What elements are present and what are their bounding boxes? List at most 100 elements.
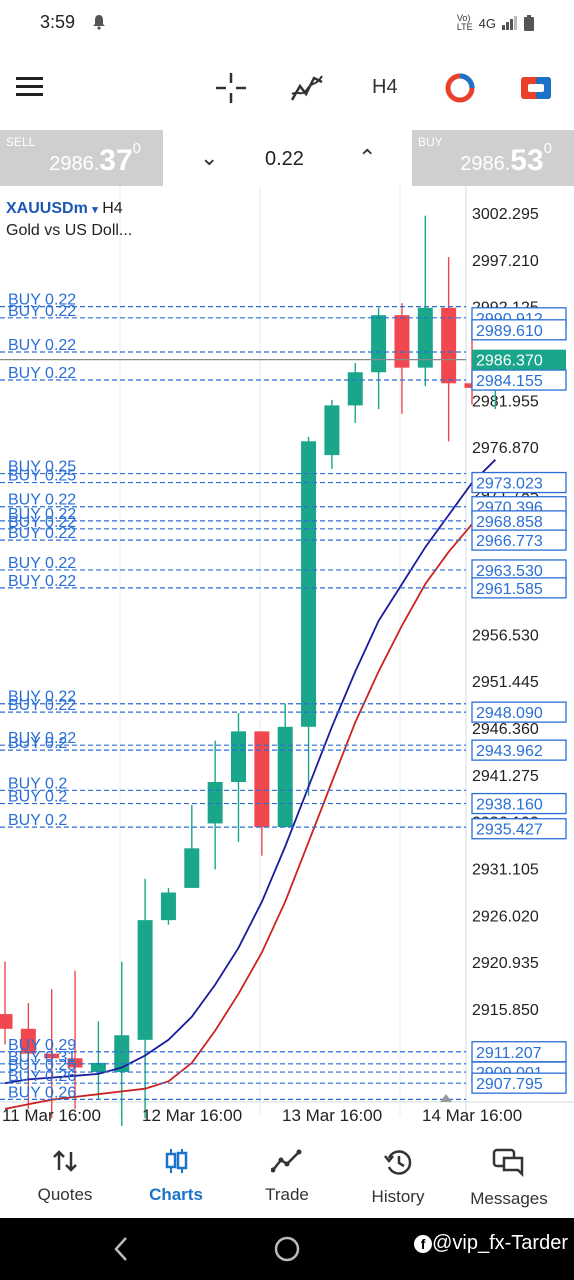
price-box [471,701,567,723]
candle-body [184,848,200,888]
home-icon[interactable] [272,1234,302,1264]
order-label: BUY 0.29 [8,1037,76,1054]
candle-body [301,441,317,727]
order-label: BUY 0.26 [8,1084,76,1101]
buy-button[interactable]: BUY 2986.530 [412,130,574,186]
price-tick-label: 2981.955 [472,393,539,410]
price-chart[interactable]: 3002.2952997.2102992.1252986.3702981.955… [0,186,574,1126]
candle-body [371,315,387,373]
messages-icon [492,1148,524,1178]
order-label: BUY 0.2 [8,812,67,829]
bottom-navigation [0,1126,574,1218]
order-label: BUY 0.22 [8,689,76,706]
trade-icon [270,1149,302,1173]
current-price-label: 2986.370 [476,353,543,370]
order-label: BUY 0.22 [8,555,76,572]
volume-increase-icon[interactable]: ⌃ [358,145,377,170]
price-box-label: 2911.207 [476,1045,542,1062]
chart-symbol[interactable]: XAUUSDm ▾ H4 [6,200,123,217]
chart-shift-marker[interactable] [440,1094,452,1102]
quotes-icon [53,1150,77,1172]
volume-control [163,130,412,186]
nav-quotes[interactable]: Quotes [15,1148,115,1205]
candle-body [347,372,363,406]
candle-body [441,307,457,384]
price-box [471,319,567,341]
objects-icon[interactable] [444,72,476,104]
candle-body [417,307,433,368]
order-label: BUY 0.22 [8,303,76,320]
candle-body [44,1053,60,1059]
status-right: Vo) LTE 4G [457,14,534,32]
candle-body [137,920,153,1040]
battery-icon [524,15,534,31]
price-tick-label: 2926.020 [472,908,539,925]
order-label: BUY 0.22 [8,506,76,523]
indicators-icon[interactable] [290,72,324,104]
price-box [471,529,567,551]
order-label: BUY 0.2 [8,735,67,752]
volte-icon: Vo) LTE [456,13,473,32]
charts-icon [165,1149,188,1173]
menu-icon[interactable] [16,76,44,98]
price-tick-label: 2931.105 [472,862,539,879]
moving-average-red [4,509,496,1110]
history-icon [384,1150,412,1175]
price-box-label: 2968.858 [476,514,543,531]
price-box [471,739,567,761]
price-box-label: 2963.530 [476,563,543,580]
time-tick-label: 11 Mar 16:00 [2,1106,101,1125]
price-tick-label: 3002.295 [472,206,539,223]
order-label: BUY 0.22 [8,292,76,309]
candle-body [160,892,176,921]
nav-charts[interactable]: Charts [126,1148,226,1205]
price-box [471,792,567,815]
sell-button[interactable]: SELL 2986.370 [0,130,163,186]
order-label: BUY 0.22 [8,697,76,714]
price-tick-label: 2915.850 [472,1002,539,1019]
volume-value[interactable]: 0.22 [265,148,304,170]
nav-trade[interactable]: Trade [237,1148,337,1205]
order-label: BUY 0.22 [8,337,76,354]
back-icon[interactable] [112,1236,130,1262]
time-tick-label: 13 Mar 16:00 [282,1106,382,1125]
price-box-label: 2984.155 [476,373,543,390]
price-tick-label: 2946.360 [472,721,539,738]
price-box [471,577,567,599]
order-label: BUY 0.22 [8,730,76,747]
candle-body [207,782,223,824]
nav-messages[interactable]: Messages [459,1148,559,1209]
price-box-label: 2961.585 [476,581,543,598]
price-box-label: 2935.427 [476,822,543,839]
candle-body [231,731,246,783]
order-label: BUY 0.25 [8,468,76,485]
candle-body [90,1062,106,1073]
status-time: 3:59 [40,12,76,32]
one-click-trading-icon[interactable] [520,74,552,102]
crosshair-icon[interactable] [216,73,246,103]
system-navigation-bar [0,1218,574,1280]
volume-decrease-icon[interactable]: ⌄ [200,145,219,170]
time-tick-label: 14 Mar 16:00 [422,1106,522,1125]
order-label: BUY 0.26 [8,1068,76,1085]
nav-history[interactable]: History [348,1148,448,1207]
current-price-box [472,349,566,370]
order-label: BUY 0.22 [8,492,76,509]
order-label: BUY 0.22 [8,573,76,590]
order-label: BUY 0.22 [8,514,76,531]
watermark: f @vip_fx-Tarder [414,1232,568,1255]
chart-toolbar [0,48,574,130]
order-label: BUY 0.31 [8,1049,76,1066]
notification-bell-icon [93,15,105,30]
price-box [471,369,567,391]
sell-label: SELL [6,135,36,149]
order-label: BUY 0.2 [8,789,67,806]
candle-body [67,1058,83,1068]
price-box-label: 2948.090 [476,705,543,722]
time-tick-label: 12 Mar 16:00 [142,1106,242,1125]
order-label: BUY 0.22 [8,365,76,382]
timeframe-button[interactable]: H4 [372,76,398,98]
signal-icon [502,16,517,30]
order-label: BUY 0.2 [8,775,67,792]
buy-label: BUY [418,135,443,149]
